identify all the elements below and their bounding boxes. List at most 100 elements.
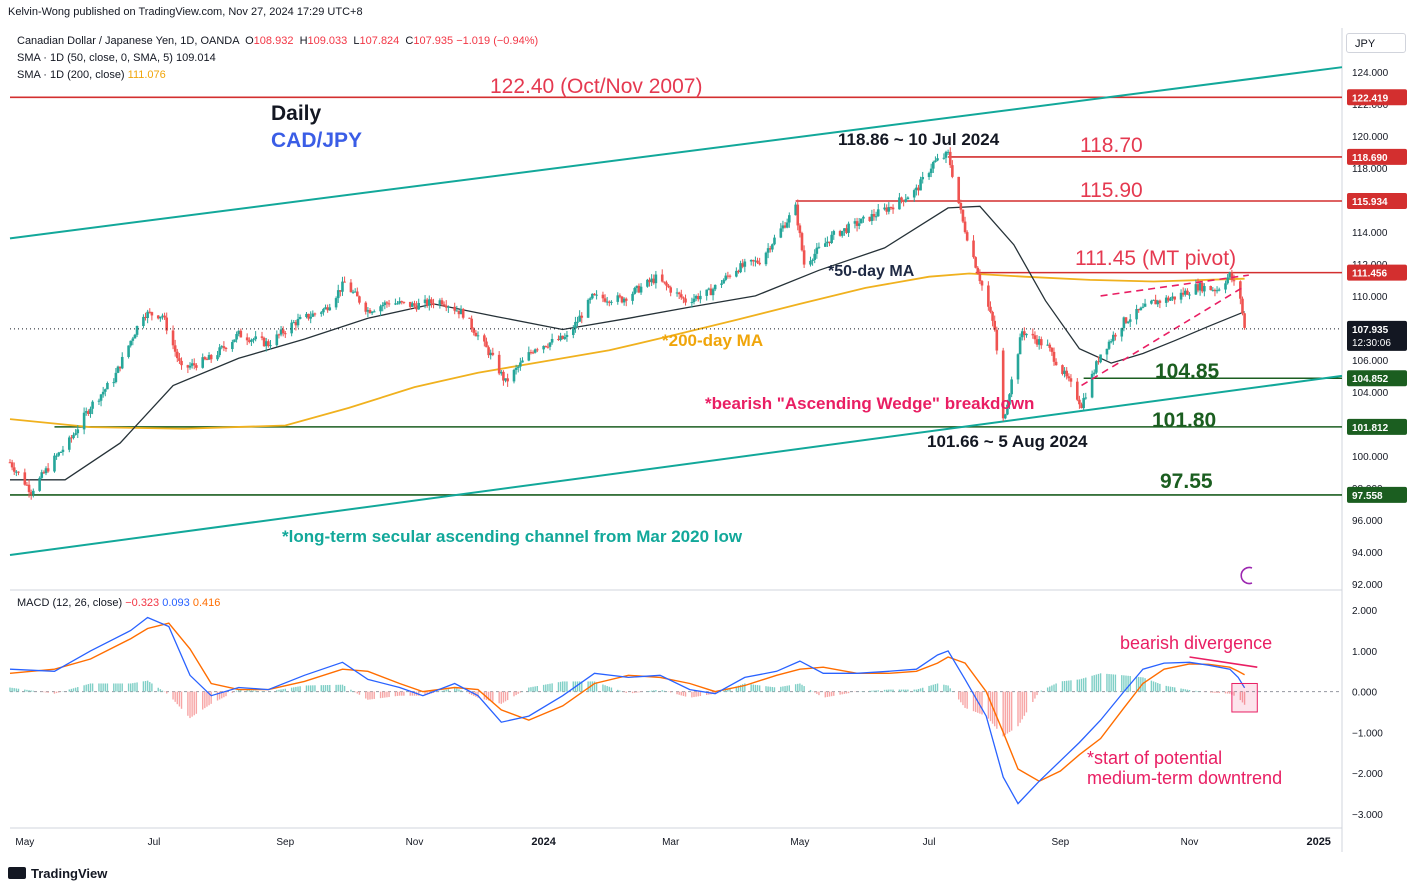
- macd-tick-4: 1.000: [1352, 647, 1377, 658]
- candle-body-131: [396, 303, 399, 305]
- label-jul-high: 118.86 ~ 10 Jul 2024: [838, 130, 1000, 149]
- candle-body-252: [754, 260, 757, 262]
- candle-body-290: [868, 216, 872, 222]
- candle-body-215: [646, 279, 649, 287]
- candle-body-19: [61, 449, 65, 452]
- candle-body-20: [67, 437, 71, 450]
- candle-body-233: [696, 295, 700, 300]
- candle-body-111: [336, 290, 340, 299]
- price-tick-13: 118.000: [1352, 164, 1388, 175]
- candle-body-148: [444, 305, 448, 308]
- candle-body-94: [283, 333, 287, 335]
- candle-body-358: [1067, 376, 1071, 379]
- candle-body-99: [298, 317, 302, 319]
- sma50-legend: SMA · 1D (50, close, 0, SMA, 5) 109.014: [17, 52, 216, 64]
- candle-body-362: [1080, 404, 1083, 409]
- candle-body-175: [527, 352, 531, 361]
- candle-body-167: [502, 371, 505, 381]
- candle-body-370: [1105, 348, 1109, 355]
- candle-body-411: [1226, 277, 1229, 284]
- candle-body-23: [74, 433, 77, 435]
- candle-body-8: [29, 492, 33, 495]
- ohlc-open: O108.932: [245, 35, 294, 47]
- candle-body-385: [1150, 300, 1153, 304]
- candle-body-80: [245, 337, 249, 341]
- candle-body-308: [919, 179, 922, 191]
- candle-body-161: [485, 341, 488, 348]
- ohlc-change: −1.019 (−0.94%): [456, 35, 539, 47]
- label-97-level: 97.55: [1160, 470, 1213, 493]
- candle-body-65: [201, 357, 205, 368]
- price-tick-9: 110.000: [1352, 292, 1388, 303]
- candle-body-239: [713, 284, 717, 290]
- candle-body-16: [55, 455, 58, 457]
- candle-body-73: [222, 346, 226, 348]
- candle-body-260: [779, 228, 783, 238]
- price-label-4: 104.852: [1352, 374, 1389, 385]
- label-wedge-breakdown: *bearish "Ascending Wedge" breakdown: [705, 394, 1035, 413]
- candle-body-317: [946, 151, 950, 153]
- candle-body-168: [504, 378, 507, 381]
- time-tick-3: Nov: [406, 837, 424, 848]
- candle-body-389: [1158, 300, 1162, 303]
- price-label-bg-2: [1347, 192, 1407, 209]
- candle-body-261: [781, 225, 785, 229]
- candle-body-274: [817, 246, 821, 248]
- candle-body-245: [735, 270, 738, 277]
- tradingview-logo: TradingView: [8, 866, 107, 881]
- candle-body-9: [31, 490, 35, 495]
- candle-body-248: [741, 263, 745, 267]
- candle-body-217: [650, 278, 653, 283]
- candle-body-141: [425, 299, 429, 306]
- candle-body-35: [112, 382, 116, 384]
- candle-body-45: [142, 316, 145, 327]
- candle-body-211: [633, 288, 637, 294]
- candle-body-179: [535, 349, 539, 351]
- candle-body-316: [944, 151, 948, 158]
- candle-body-39: [120, 356, 124, 369]
- candle-body-291: [870, 214, 874, 222]
- candle-body-178: [533, 349, 537, 353]
- macd-line: [9, 616, 1246, 805]
- label-channel: *long-term secular ascending channel fro…: [282, 527, 743, 546]
- label-104-level: 104.85: [1155, 360, 1220, 383]
- candle-body-318: [948, 151, 952, 166]
- candle-body-327: [976, 267, 980, 275]
- candle-body-368: [1097, 361, 1100, 363]
- candle-body-110: [334, 298, 338, 308]
- candle-body-240: [720, 283, 723, 285]
- label-115-level: 115.90: [1080, 179, 1143, 202]
- price-label-bg-5: [1347, 418, 1407, 435]
- candle-body-297: [887, 207, 891, 212]
- candle-body-118: [355, 291, 359, 297]
- time-tick-4: 2024: [531, 836, 556, 848]
- candle-body-336: [1003, 414, 1007, 419]
- candle-body-207: [620, 296, 624, 303]
- candle-body-195: [586, 299, 590, 318]
- candle-body-276: [826, 241, 829, 244]
- candle-body-47: [146, 311, 149, 319]
- candle-body-361: [1078, 399, 1081, 405]
- candle-body-68: [207, 355, 211, 360]
- candle-body-189: [565, 334, 569, 337]
- candle-body-228: [682, 297, 685, 299]
- currency-unit-button[interactable]: JPY: [1346, 33, 1406, 53]
- candle-body-83: [252, 339, 255, 341]
- candle-body-119: [358, 296, 361, 303]
- candle-body-181: [544, 345, 548, 347]
- candle-body-22: [72, 434, 75, 438]
- candle-body-395: [1179, 292, 1183, 300]
- candle-body-187: [561, 335, 565, 339]
- candle-body-293: [874, 216, 878, 218]
- candle-body-184: [550, 338, 554, 343]
- candle-body-263: [785, 222, 789, 228]
- candle-body-380: [1135, 308, 1138, 320]
- candle-body-77: [235, 334, 238, 340]
- candle-body-203: [607, 301, 611, 303]
- candle-body-14: [46, 468, 50, 472]
- candle-body-366: [1092, 372, 1096, 374]
- candle-body-223: [667, 285, 670, 288]
- sma200-line: [9, 272, 1245, 430]
- candle-body-128: [385, 302, 389, 304]
- macd-tick-3: 0.000: [1352, 688, 1377, 699]
